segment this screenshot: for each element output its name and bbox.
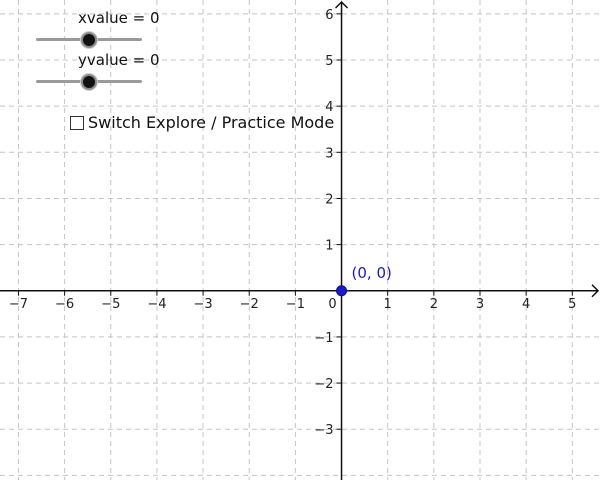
- x-tick-label: −6: [55, 297, 74, 312]
- mode-checkbox-label: Switch Explore / Practice Mode: [88, 113, 335, 132]
- xvalue-label: xvalue = 0: [78, 9, 160, 27]
- axis-ticks: [17, 13, 573, 430]
- mode-checkbox[interactable]: [70, 115, 84, 130]
- xvalue-slider-knob[interactable]: [81, 32, 97, 48]
- y-tick-label: 2: [325, 192, 333, 207]
- y-axis-arrow: [335, 0, 349, 9]
- x-axis-arrow: [591, 284, 600, 298]
- yvalue-label: yvalue = 0: [78, 51, 160, 69]
- x-tick-label: 4: [522, 297, 530, 312]
- x-tick-label: −7: [9, 297, 28, 312]
- x-tick-label: 0: [328, 297, 336, 312]
- y-tick-label: 3: [325, 146, 333, 161]
- y-tick-label: 4: [325, 100, 333, 115]
- x-tick-label: 3: [476, 297, 484, 312]
- mode-toggle[interactable]: Switch Explore / Practice Mode: [70, 113, 334, 132]
- x-tick-label: −5: [101, 297, 120, 312]
- y-tick-label: 5: [325, 54, 333, 69]
- y-tick-label: −2: [314, 377, 333, 392]
- axis-tick-labels: −7 −6 −5 −4 −3 −2 −1 0 1 2 3 4 5 1 2 3 4 5 6 −1 −2 −3: [9, 8, 577, 438]
- x-tick-label: 2: [430, 297, 438, 312]
- x-tick-label: −4: [147, 297, 166, 312]
- x-tick-label: −1: [286, 297, 305, 312]
- x-tick-label: 1: [384, 297, 392, 312]
- point-a-label: (0, 0): [352, 264, 392, 282]
- y-tick-label: 6: [325, 8, 333, 23]
- y-tick-label: −3: [314, 423, 333, 438]
- y-tick-label: 1: [325, 239, 333, 254]
- yvalue-slider-knob[interactable]: [81, 74, 97, 90]
- x-tick-label: −3: [193, 297, 212, 312]
- y-tick-label: −1: [314, 331, 333, 346]
- x-tick-label: −2: [240, 297, 259, 312]
- point-a[interactable]: [336, 285, 348, 297]
- x-tick-label: 5: [568, 297, 576, 312]
